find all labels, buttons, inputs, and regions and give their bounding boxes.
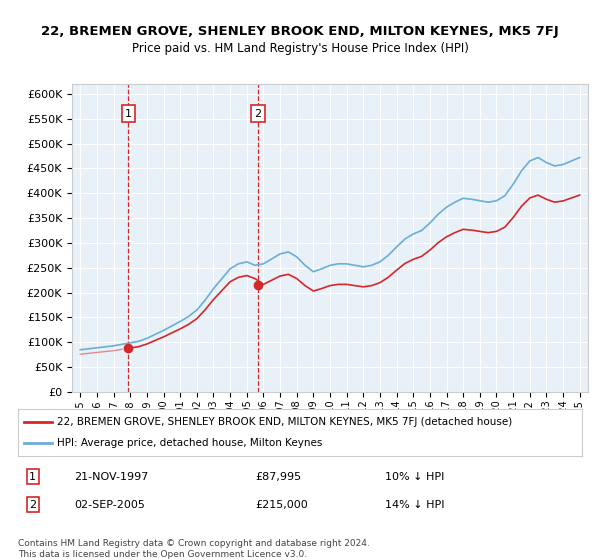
Text: 21-NOV-1997: 21-NOV-1997 [74, 472, 149, 482]
Text: £215,000: £215,000 [255, 500, 308, 510]
Text: 22, BREMEN GROVE, SHENLEY BROOK END, MILTON KEYNES, MK5 7FJ (detached house): 22, BREMEN GROVE, SHENLEY BROOK END, MIL… [58, 417, 513, 427]
Text: 10% ↓ HPI: 10% ↓ HPI [385, 472, 444, 482]
Text: 14% ↓ HPI: 14% ↓ HPI [385, 500, 444, 510]
Text: HPI: Average price, detached house, Milton Keynes: HPI: Average price, detached house, Milt… [58, 438, 323, 448]
Text: 22, BREMEN GROVE, SHENLEY BROOK END, MILTON KEYNES, MK5 7FJ: 22, BREMEN GROVE, SHENLEY BROOK END, MIL… [41, 25, 559, 38]
Text: 1: 1 [125, 109, 132, 119]
Text: 2: 2 [254, 109, 262, 119]
Text: 02-SEP-2005: 02-SEP-2005 [74, 500, 145, 510]
Text: 1: 1 [29, 472, 36, 482]
Text: Contains HM Land Registry data © Crown copyright and database right 2024.: Contains HM Land Registry data © Crown c… [18, 539, 370, 548]
Text: This data is licensed under the Open Government Licence v3.0.: This data is licensed under the Open Gov… [18, 550, 307, 559]
Text: £87,995: £87,995 [255, 472, 301, 482]
Text: 2: 2 [29, 500, 37, 510]
Text: Price paid vs. HM Land Registry's House Price Index (HPI): Price paid vs. HM Land Registry's House … [131, 42, 469, 55]
